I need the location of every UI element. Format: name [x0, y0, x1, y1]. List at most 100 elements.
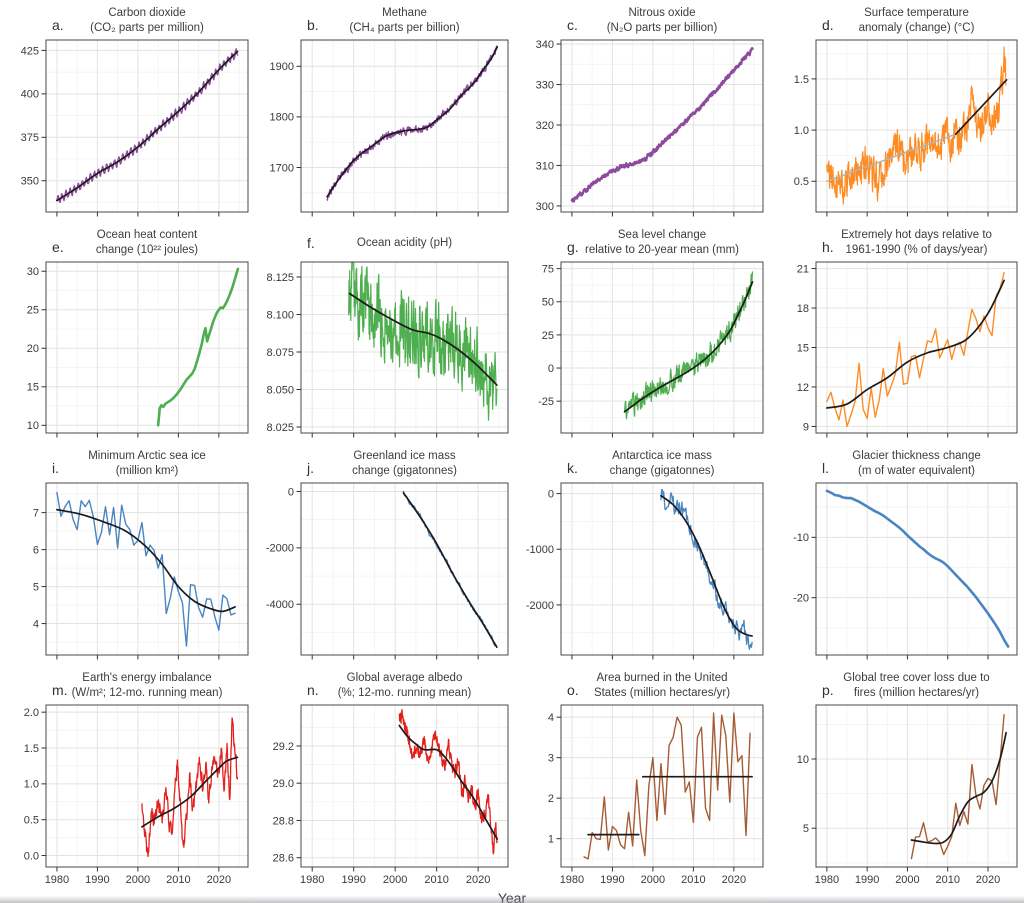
- ph-trend-line: [348, 292, 498, 386]
- y-tick-label: 6: [33, 544, 39, 556]
- series-group: [826, 46, 1008, 205]
- grid-major: [301, 705, 508, 867]
- panel-co2-svg: 350 375 400 425 a. Carbon dioxide (CO₂ parts p…: [21, 7, 249, 217]
- panel-title-line1: Ocean acidity (pH): [357, 237, 452, 249]
- y-tick-label: 0.5: [24, 815, 39, 827]
- panel-title-line2: (million km²): [116, 465, 179, 477]
- panel-title-line1: Nitrous oxide: [628, 7, 695, 19]
- greenland-trend-line: [402, 492, 498, 648]
- x-axis-label: Year: [497, 891, 527, 903]
- panel-title-line1: Carbon dioxide: [108, 7, 185, 19]
- panel-border: [815, 482, 1018, 656]
- panel-title-line2: (%; 12-mo. running mean): [338, 687, 472, 699]
- y-tick-label: -2000: [526, 600, 554, 612]
- panel-greenland-ice-svg: 0 -2000 -4000 j. Greenland ice mass change (g…: [266, 450, 509, 660]
- ph-monthly-line: [348, 262, 498, 421]
- tick-marks: [556, 716, 735, 872]
- y-tick-label: 1700: [270, 162, 294, 174]
- panel-n2o-svg: 300 310 320 330 340 c. Nitrous oxide (N₂O parts…: [536, 7, 764, 217]
- y-tick-label: -2000: [266, 543, 294, 555]
- co2-trend-line: [56, 50, 239, 202]
- series-group: [570, 47, 754, 203]
- panel-border: [560, 261, 764, 434]
- y-tick-label: 5: [803, 823, 809, 835]
- y-tick-label: -25: [538, 396, 554, 408]
- x-tick-label: 2010: [166, 874, 190, 886]
- y-tick-label: 340: [536, 39, 554, 51]
- grid-major: [301, 483, 508, 655]
- tick-marks: [41, 270, 220, 438]
- grid-minor: [561, 483, 763, 655]
- series-group: [326, 45, 499, 201]
- y-tick-label: 320: [536, 120, 554, 132]
- grid-major: [816, 705, 1017, 867]
- grid-minor: [301, 483, 508, 655]
- series-group: [348, 262, 498, 421]
- y-tick-label: 15: [27, 382, 39, 394]
- tick-marks: [296, 490, 479, 660]
- panel-border: [300, 704, 509, 868]
- plot-background: [816, 705, 1017, 867]
- panel-us-area-burned-svg: 1 2 3 4 1980 1990 2000 2010 2020 o. Area burned in…: [548, 672, 764, 886]
- hot-days-trend-line: [826, 279, 1005, 409]
- tick-labels: 0.5 1.0 1.5: [794, 74, 809, 188]
- panel-title-line2: relative to 20-year mean (mm): [585, 244, 739, 256]
- tick-marks: [41, 49, 220, 217]
- tick-marks: [811, 758, 989, 872]
- panel-albedo: 28.6 28.8 29.0 29.2 1980 1990 2000 2010 2020 n. Gl…: [255, 665, 515, 891]
- y-tick-label: 310: [536, 160, 554, 172]
- y-tick-label: 75: [542, 263, 554, 275]
- sea-level-trend-line: [623, 281, 754, 413]
- y-tick-label: 29.0: [273, 778, 294, 790]
- albedo-monthly-line: [398, 708, 498, 855]
- y-tick-label: 350: [21, 176, 39, 188]
- panel-methane: 1700 1800 1900 b. Methane (CH₄ parts per bill…: [255, 0, 515, 222]
- panel-title-line2: 1961-1990 (% of days/year): [846, 244, 988, 256]
- tick-marks: [296, 745, 479, 872]
- tick-labels: 300 310 320 330 340: [536, 39, 554, 213]
- x-tick-label: 2010: [424, 874, 448, 886]
- panel-title-line2: anomaly (change) (°C): [859, 22, 975, 34]
- plot-background: [46, 40, 248, 212]
- panel-border: [815, 39, 1018, 213]
- x-tick-label: 2000: [383, 874, 407, 886]
- y-tick-label: 330: [536, 79, 554, 91]
- x-tick-label: 2020: [722, 874, 746, 886]
- grid-minor: [816, 40, 1017, 212]
- series-group: [56, 48, 239, 204]
- co2-monthly-line: [56, 48, 239, 204]
- series-group: [56, 491, 236, 647]
- grid-minor: [561, 705, 763, 867]
- panel-title-line1: Antarctica ice mass: [612, 450, 712, 462]
- panel-co2: 350 375 400 425 a. Carbon dioxide (CO₂ parts p…: [0, 0, 255, 222]
- tick-marks: [556, 493, 735, 660]
- y-tick-label: 1: [548, 834, 554, 846]
- series-group: [623, 271, 754, 420]
- series-group: [583, 712, 753, 860]
- y-tick-label: 25: [27, 305, 39, 317]
- y-tick-label: 0.0: [24, 850, 39, 862]
- temp-trend-recent-line: [954, 79, 1008, 136]
- panel-border: [560, 704, 764, 868]
- panel-title-line1: Global tree cover loss due to: [843, 672, 989, 684]
- tick-marks: [296, 276, 479, 438]
- temp-trend-early-line: [826, 133, 957, 183]
- panel-title-line2: States (million hectares/yr): [594, 687, 730, 699]
- panel-border: [815, 704, 1018, 868]
- burned-annual-line: [583, 712, 751, 860]
- y-tick-label: 29.2: [273, 741, 294, 753]
- panel-border: [560, 39, 764, 213]
- panel-ocean-heat: 10 15 20 25 30 e. Ocean heat content change (10…: [0, 222, 255, 443]
- grid-major: [301, 40, 508, 212]
- y-tick-label: 3: [548, 753, 554, 765]
- panel-title-line1: Glacier thickness change: [852, 450, 980, 462]
- y-tick-label: 7: [33, 507, 39, 519]
- y-tick-label: 425: [21, 45, 39, 57]
- series-group: [141, 717, 239, 858]
- series-group: [402, 490, 498, 649]
- tick-labels: -25 0 25 50 75: [538, 263, 554, 408]
- grid-minor: [561, 262, 763, 433]
- plot-background: [561, 262, 763, 433]
- y-tick-label: -10: [793, 532, 809, 544]
- panel-title-line1: Ocean heat content: [97, 229, 198, 241]
